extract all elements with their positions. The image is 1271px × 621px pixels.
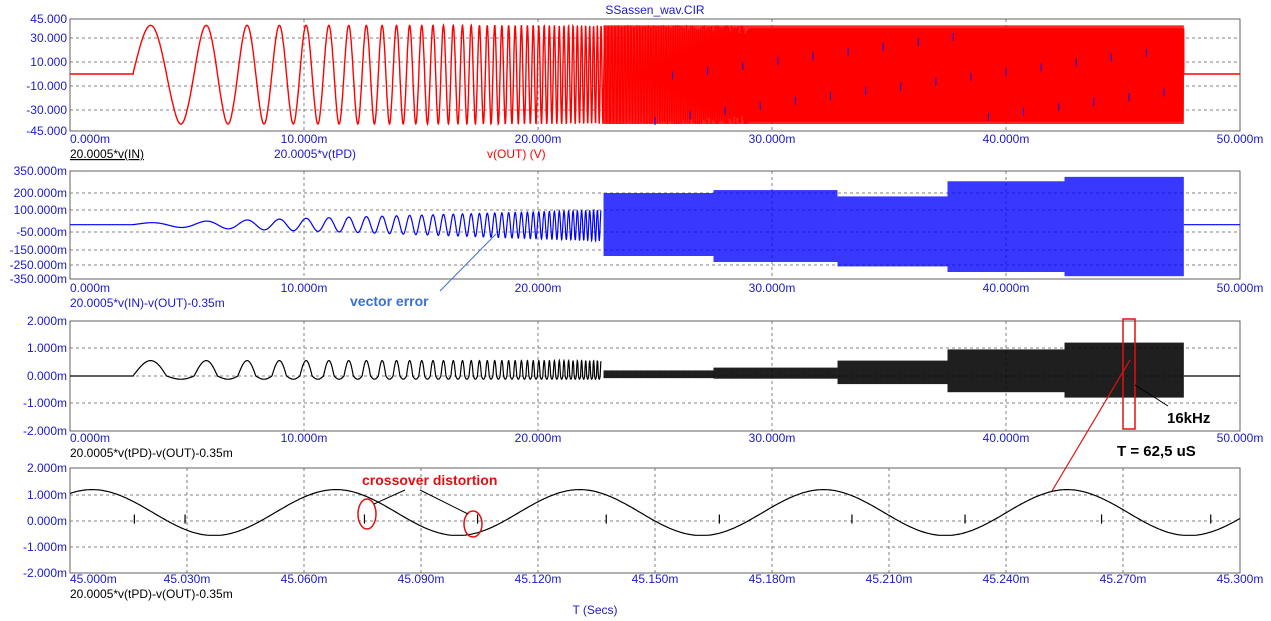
y-tick-label: 45.000 [30,12,67,26]
x-tick-label: 45.150m [632,572,679,586]
x-tick-label: 0.000m [70,281,110,295]
x-tick-label: 20.000m [515,281,562,295]
crossover-circle-2 [463,510,483,538]
frequency-label: 16kHz [1167,410,1210,427]
y-tick-label: -1.000m [23,396,67,410]
trace-vector-error-dense [713,190,838,262]
legend-tpd-error: 20.0005*v(tPD)-v(OUT)-0.35m [70,446,233,460]
x-tick-label: 30.000m [749,132,796,146]
x-axis-title: T (Secs) [572,603,617,617]
y-tick-label: 0.000m [27,369,67,383]
y-tick-label: 0.000m [27,514,67,528]
plot-panel-4 [69,467,1241,574]
y-tick-label: -10.000 [26,79,67,93]
x-tick-label: 40.000m [983,431,1030,445]
crossover-pointer-2 [419,489,469,515]
y-tick-label: -2.000m [23,424,67,438]
crossover-circle-1 [357,498,377,530]
trace-tpd-error-dense [947,349,1065,393]
x-tick-label: 40.000m [983,281,1030,295]
y-tick-label: -50.000m [16,225,67,239]
trace-tpd-error [70,358,602,381]
x-tick-label: 0.000m [70,132,110,146]
plot-frame [69,467,1241,574]
y-tick-label: 100.000m [14,203,67,217]
x-tick-label: 30.000m [749,431,796,445]
trace-vector-error-dense [947,181,1065,272]
x-tick-label: 45.000m [70,572,117,586]
trace-vector-error-dense [837,196,948,267]
zoom-region-box [1122,318,1136,430]
y-tick-label: 350.000m [14,164,67,178]
y-tick-label: -150.000m [10,243,67,257]
x-tick-label: 45.060m [281,572,328,586]
y-tick-label: 2.000m [27,461,67,475]
trace-tpd-error-dense [837,360,948,385]
y-tick-label: -30.000 [26,103,67,117]
legend-tpd-error-zoom: 20.0005*v(tPD)-v(OUT)-0.35m [70,587,233,601]
x-tick-label: 50.000m [1217,132,1264,146]
y-tick-label: 30.000 [30,31,67,45]
zoom-connector [1051,359,1131,492]
x-tick-label: 45.180m [749,572,796,586]
trace-vout-dense [603,25,1184,124]
chart-title: SSassen_wav.CIR [605,3,704,17]
x-tick-label: 50.000m [1217,281,1264,295]
legend-vin: 20.0005*v(IN) [70,147,144,161]
x-tick-label: 45.240m [983,572,1030,586]
y-tick-label: -350.000m [10,272,67,286]
trace-crossover [69,489,1241,536]
crossover-pointer-1 [373,489,406,505]
x-tick-label: 45.270m [1100,572,1147,586]
trace-vector-error-dense [1064,176,1184,277]
x-tick-label: 20.000m [515,132,562,146]
vector-error-arrow [439,233,497,292]
trace-vector-error [70,208,602,244]
x-tick-label: 40.000m [983,132,1030,146]
x-tick-label: 0.000m [70,431,110,445]
trace-tpd-error-dense [603,370,714,379]
y-tick-label: 10.000 [30,55,67,69]
vector-error-label: vector error [350,293,429,309]
trace-vector-error-dense [603,193,714,256]
x-tick-label: 20.000m [515,431,562,445]
y-tick-label: -2.000m [23,566,67,580]
y-tick-label: -1.000m [23,540,67,554]
x-tick-label: 45.300m [1217,572,1264,586]
trace-tpd-error-dense [713,367,838,379]
plot-frame [69,18,1241,132]
x-tick-label: 10.000m [281,431,328,445]
period-label: T = 62,5 uS [1117,443,1196,460]
crossover-label: crossover distortion [362,472,497,488]
legend-vtpd: 20.0005*v(tPD) [274,147,356,161]
x-tick-label: 45.120m [515,572,562,586]
x-tick-label: 10.000m [281,281,328,295]
x-tick-label: 30.000m [749,281,796,295]
y-tick-label: 200.000m [14,186,67,200]
x-tick-label: 50.000m [1217,431,1264,445]
x-tick-label: 45.030m [164,572,211,586]
legend-vout: v(OUT) (V) [487,147,546,161]
legend-vector-error: 20.0005*v(IN)-v(OUT)-0.35m [70,296,225,310]
x-tick-label: 10.000m [281,132,328,146]
y-tick-label: 1.000m [27,341,67,355]
x-tick-label: 45.210m [866,572,913,586]
16khz-pointer [1134,384,1169,407]
x-tick-label: 45.090m [398,572,445,586]
y-tick-label: 2.000m [27,314,67,328]
y-tick-label: 1.000m [27,488,67,502]
y-tick-label: -250.000m [10,258,67,272]
y-tick-label: -45.000 [26,124,67,138]
